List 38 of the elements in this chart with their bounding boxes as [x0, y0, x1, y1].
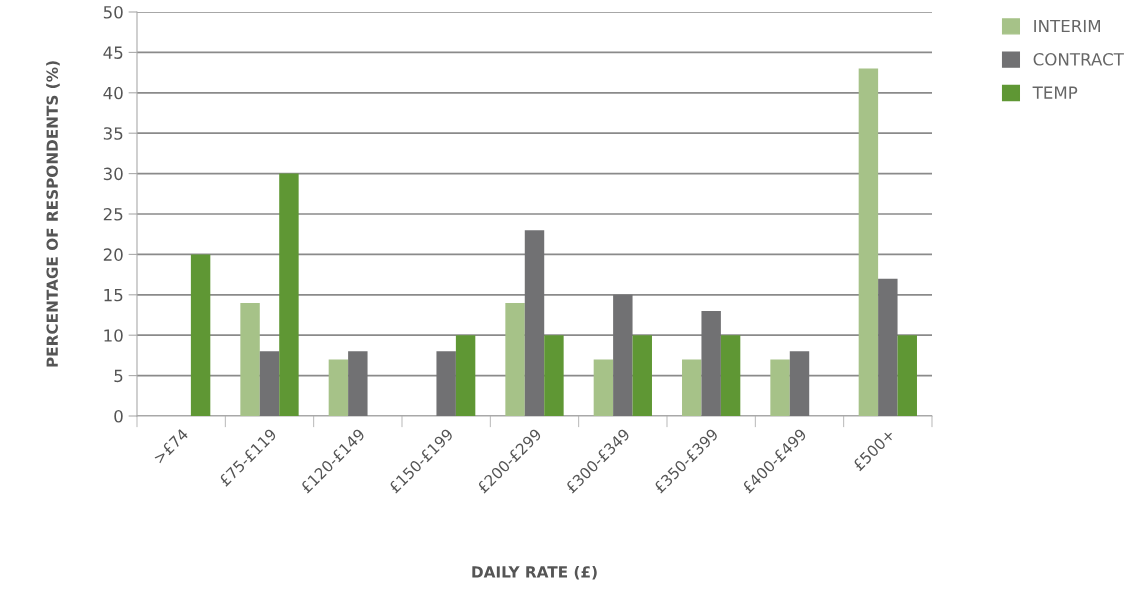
y-tick-label: 0: [114, 409, 123, 423]
y-tick-label: 30: [103, 167, 123, 181]
y-tick-label: 35: [103, 127, 123, 140]
bar: [348, 351, 368, 416]
bar: [190, 254, 211, 416]
bar: [720, 335, 741, 416]
bar: [240, 302, 260, 416]
y-tick-label: 50: [103, 5, 123, 19]
legend-label: INTERIM: [1034, 19, 1100, 33]
bar: [701, 310, 721, 416]
bar: [613, 294, 633, 416]
bar: [789, 351, 810, 416]
bar: [328, 359, 349, 416]
bar: [632, 335, 652, 416]
bar: [505, 302, 525, 416]
y-tick-label: 20: [103, 248, 123, 261]
y-tick-label: 5: [114, 369, 123, 383]
legend-label: TEMP: [1032, 86, 1078, 99]
y-axis-title: PERCENTAGE OF RESPONDENTS (%): [46, 61, 60, 367]
y-tick-label: 45: [103, 46, 123, 59]
bar: [259, 351, 280, 416]
y-tick-label: 40: [103, 86, 123, 100]
bar: [897, 335, 917, 416]
bar: [858, 68, 879, 416]
bar: [436, 351, 456, 416]
y-tick-label: 25: [103, 207, 123, 221]
x-axis-title: DAILY RATE (£): [472, 565, 597, 580]
y-tick-label: 15: [104, 288, 123, 302]
bar: [544, 335, 564, 416]
bar: [682, 359, 702, 416]
bar: [524, 230, 545, 416]
bar: [593, 359, 614, 416]
bar: [279, 173, 299, 416]
legend-label: CONTRACT: [1033, 53, 1124, 66]
y-tick-label: 10: [104, 329, 123, 342]
bar: [878, 278, 898, 416]
bar: [770, 359, 790, 416]
bar: [455, 335, 476, 416]
